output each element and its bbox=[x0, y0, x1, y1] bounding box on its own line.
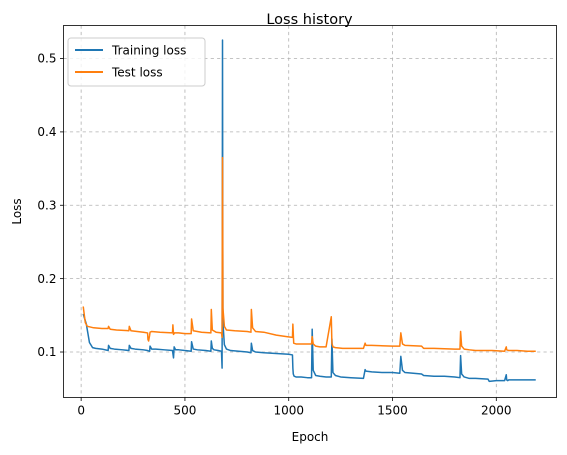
x-tick-label: 1500 bbox=[377, 404, 408, 418]
x-tick-label: 0 bbox=[77, 404, 85, 418]
x-tick-label: 500 bbox=[173, 404, 196, 418]
y-tick-label: 0.5 bbox=[37, 52, 56, 66]
y-axis-title: Loss bbox=[10, 198, 24, 224]
chart-title: Loss history bbox=[266, 12, 353, 28]
plot-frame bbox=[63, 25, 557, 398]
y-tick-label: 0.3 bbox=[37, 198, 56, 212]
x-axis-title: Epoch bbox=[292, 430, 329, 444]
x-tick-label: 1000 bbox=[273, 404, 304, 418]
legend-label-training-loss: Training loss bbox=[111, 44, 186, 58]
y-tick-label: 0.4 bbox=[37, 125, 56, 139]
series-line-training-loss bbox=[82, 39, 536, 383]
series-lines bbox=[82, 39, 536, 383]
series-line-test-loss bbox=[82, 156, 536, 353]
y-tick-label: 0.2 bbox=[37, 272, 56, 286]
legend-label-test-loss: Test loss bbox=[111, 66, 163, 80]
x-tick-label: 2000 bbox=[481, 404, 512, 418]
y-tick-label: 0.1 bbox=[37, 345, 56, 359]
x-axis-ticks: 0 500 1000 1500 2000 bbox=[77, 397, 512, 418]
legend: Training loss Test loss bbox=[67, 37, 206, 87]
grid-lines bbox=[63, 25, 557, 398]
y-axis-ticks: 0.1 0.2 0.3 0.4 0.5 bbox=[37, 52, 64, 359]
